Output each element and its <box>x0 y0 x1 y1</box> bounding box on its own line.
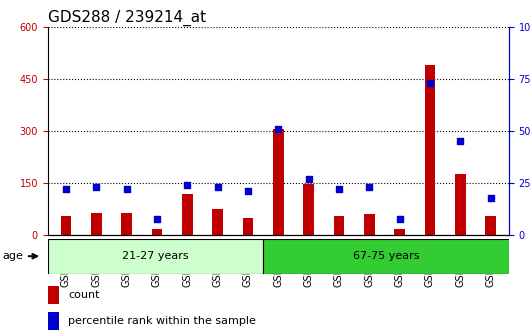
Bar <box>121 213 132 235</box>
Point <box>426 80 434 86</box>
Point <box>456 139 464 144</box>
Bar <box>48 286 59 304</box>
Text: 21-27 years: 21-27 years <box>122 251 189 261</box>
Bar <box>48 312 59 330</box>
Bar <box>273 129 284 235</box>
Text: count: count <box>68 290 100 300</box>
Bar <box>333 216 344 235</box>
Point <box>365 184 374 190</box>
Point <box>304 176 313 182</box>
Bar <box>485 216 496 235</box>
Point <box>274 126 282 132</box>
Point <box>487 195 495 200</box>
Bar <box>455 174 465 235</box>
Bar <box>213 209 223 235</box>
Point <box>214 184 222 190</box>
Bar <box>91 213 102 235</box>
Point <box>334 187 343 192</box>
Bar <box>243 218 253 235</box>
Point <box>61 187 70 192</box>
Bar <box>394 229 405 235</box>
Bar <box>152 229 162 235</box>
Point <box>92 184 101 190</box>
Point <box>395 216 404 221</box>
Bar <box>182 194 192 235</box>
Bar <box>263 239 509 274</box>
Bar <box>60 216 71 235</box>
Text: GDS288 / 239214_at: GDS288 / 239214_at <box>48 9 206 26</box>
Point <box>122 187 131 192</box>
Point <box>153 216 161 221</box>
Text: 67-75 years: 67-75 years <box>352 251 419 261</box>
Point <box>244 189 252 194</box>
Text: age: age <box>2 251 37 261</box>
Bar <box>48 239 263 274</box>
Bar <box>425 65 435 235</box>
Point <box>183 182 191 188</box>
Bar <box>303 184 314 235</box>
Bar <box>364 214 375 235</box>
Text: percentile rank within the sample: percentile rank within the sample <box>68 316 257 326</box>
